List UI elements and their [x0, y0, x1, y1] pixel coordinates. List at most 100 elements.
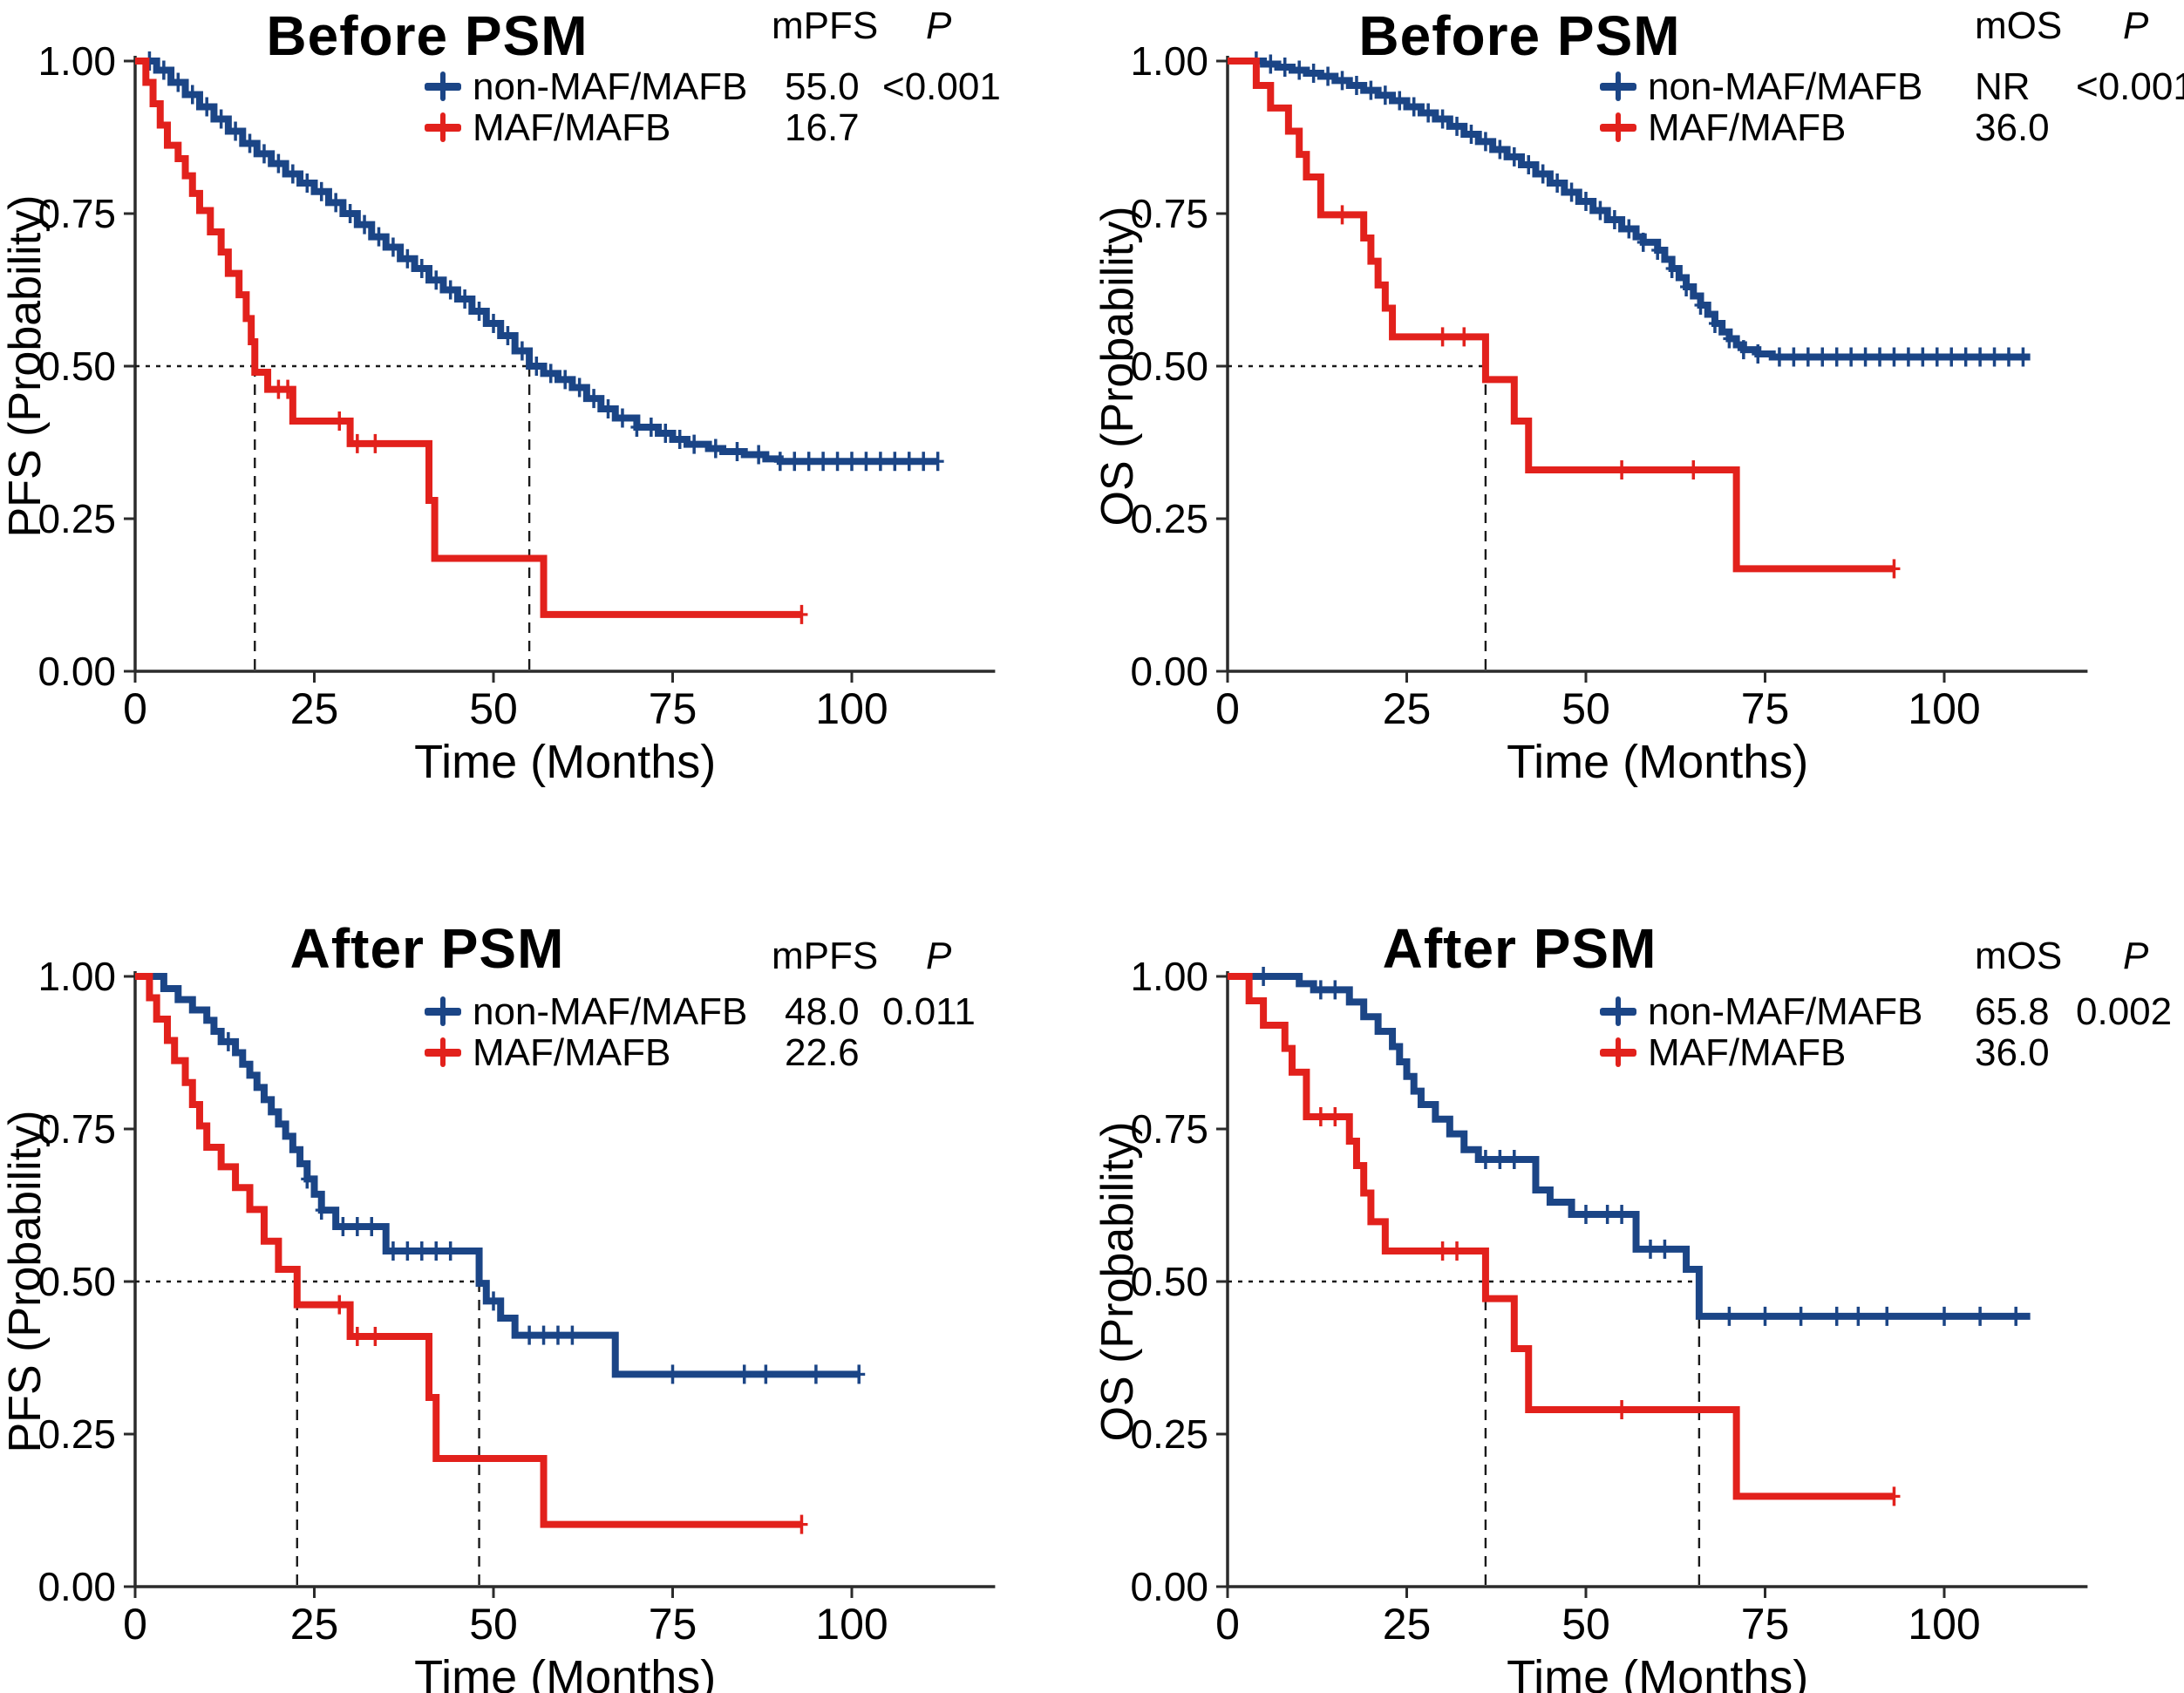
- p-value: 0.011: [882, 990, 976, 1033]
- y-tick-label: 1.00: [37, 954, 116, 999]
- km-curve: [1228, 973, 2031, 1320]
- x-tick-label: 100: [815, 684, 888, 733]
- y-tick-label: 0.25: [1130, 1411, 1208, 1457]
- km-curve: [135, 58, 938, 466]
- p-value: <0.001: [882, 65, 1001, 108]
- median-column-header: mPFS: [772, 935, 879, 977]
- legend-label-maf: MAF/MAFB: [473, 106, 671, 149]
- km-panel-os-before-psm: Before PSM mOS P non-MAF/MAFB NR <0.001 …: [1092, 0, 2184, 846]
- x-axis-title: Time (Months): [414, 1651, 716, 1693]
- x-tick-label: 75: [1741, 1600, 1790, 1649]
- median-value: 36.0: [1975, 1031, 2050, 1074]
- panel-title: Before PSM: [1358, 4, 1681, 67]
- censor-plus-icon: [1599, 995, 1637, 1028]
- legend-label-maf: MAF/MAFB: [473, 1031, 671, 1074]
- x-tick-label: 25: [1383, 684, 1432, 733]
- x-tick-label: 50: [1561, 684, 1610, 733]
- censor-plus-icon: [424, 1036, 462, 1069]
- x-tick-label: 25: [290, 1600, 339, 1649]
- x-tick-label: 0: [123, 684, 147, 733]
- legend-label-maf: MAF/MAFB: [1648, 1031, 1847, 1074]
- pvalue-column-header: P: [2123, 4, 2149, 47]
- x-tick-label: 0: [123, 1600, 147, 1649]
- median-value: 16.7: [785, 106, 860, 149]
- legend-label-non-maf: non-MAF/MAFB: [473, 65, 748, 108]
- x-tick-label: 100: [1908, 684, 1980, 733]
- censor-plus-icon: [1599, 111, 1637, 144]
- y-tick-label: 0.50: [1130, 343, 1208, 389]
- x-tick-label: 50: [469, 1600, 518, 1649]
- km-plot: 1.00 0.75 0.50 0.25 0.000 25 50 75 100 Time (Mont…: [0, 954, 996, 1693]
- km-panel-pfs-after-psm: After PSM mPFS P non-MAF/MAFB 48.0 0.011…: [0, 846, 1092, 1693]
- y-tick-label: 1.00: [37, 38, 116, 84]
- panel-title: After PSM: [1382, 917, 1657, 980]
- x-tick-label: 50: [469, 684, 518, 733]
- x-tick-label: 100: [815, 1600, 888, 1649]
- legend-label-non-maf: non-MAF/MAFB: [1648, 65, 1923, 108]
- panel-title: After PSM: [289, 917, 565, 980]
- x-tick-label: 100: [1908, 1600, 1980, 1649]
- censor-plus-icon: [1599, 70, 1637, 103]
- y-tick-label: 0.25: [37, 1411, 116, 1457]
- median-value: 22.6: [785, 1031, 860, 1074]
- median-value: NR: [1975, 65, 2031, 108]
- y-tick-label: 0.50: [37, 343, 116, 389]
- x-tick-label: 0: [1215, 684, 1240, 733]
- median-column-header: mPFS: [772, 4, 879, 47]
- x-tick-label: 75: [649, 684, 697, 733]
- y-tick-label: 0.75: [1130, 1106, 1208, 1152]
- pvalue-column-header: P: [926, 4, 952, 47]
- km-curve: [1228, 58, 1895, 573]
- km-curve: [135, 58, 802, 618]
- x-tick-label: 75: [649, 1600, 697, 1649]
- y-tick-label: 0.00: [37, 1564, 116, 1609]
- km-curve: [135, 973, 802, 1528]
- censor-plus-icon: [1599, 1036, 1637, 1069]
- km-curve: [1228, 973, 1895, 1500]
- km-plot: 1.00 0.75 0.50 0.25 0.000 25 50 75 100 Time (Mont…: [0, 38, 996, 788]
- y-tick-label: 0.75: [37, 191, 116, 236]
- median-value: 48.0: [785, 990, 860, 1033]
- censor-plus-icon: [424, 111, 462, 144]
- legend-label-non-maf: non-MAF/MAFB: [1648, 990, 1923, 1033]
- x-tick-label: 50: [1561, 1600, 1610, 1649]
- p-value: 0.002: [2076, 990, 2173, 1033]
- median-value: 36.0: [1975, 106, 2050, 149]
- y-tick-label: 0.50: [37, 1259, 116, 1304]
- median-column-header: mOS: [1975, 935, 2063, 977]
- legend-label-maf: MAF/MAFB: [1648, 106, 1847, 149]
- median-value: 65.8: [1975, 990, 2050, 1033]
- y-tick-label: 0.25: [37, 496, 116, 541]
- km-curve: [135, 973, 860, 1378]
- y-tick-label: 0.75: [37, 1106, 116, 1152]
- pvalue-column-header: P: [2123, 935, 2149, 977]
- y-axis-title: OS (Probability): [1092, 1122, 1143, 1442]
- censor-plus-icon: [424, 70, 462, 103]
- x-tick-label: 75: [1741, 684, 1790, 733]
- median-value: 55.0: [785, 65, 860, 108]
- x-tick-label: 0: [1215, 1600, 1240, 1649]
- x-axis-title: Time (Months): [1507, 1651, 1808, 1693]
- p-value: <0.001: [2076, 65, 2184, 108]
- y-tick-label: 0.00: [1130, 1564, 1208, 1609]
- y-tick-label: 0.75: [1130, 191, 1208, 236]
- y-tick-label: 1.00: [1130, 954, 1208, 999]
- km-curve: [1228, 58, 2031, 361]
- y-axis-title: OS (Probability): [1092, 207, 1143, 527]
- y-tick-label: 1.00: [1130, 38, 1208, 84]
- y-tick-label: 0.00: [1130, 649, 1208, 694]
- legend-label-non-maf: non-MAF/MAFB: [473, 990, 748, 1033]
- panel-title: Before PSM: [266, 4, 589, 67]
- pvalue-column-header: P: [926, 935, 952, 977]
- x-axis-title: Time (Months): [414, 736, 716, 788]
- y-axis-title: PFS (Probability): [0, 1111, 51, 1453]
- km-plot: 1.00 0.75 0.50 0.25 0.000 25 50 75 100 Time (Mont…: [1092, 954, 2088, 1693]
- y-tick-label: 0.25: [1130, 496, 1208, 541]
- x-tick-label: 25: [290, 684, 339, 733]
- km-panel-os-after-psm: After PSM mOS P non-MAF/MAFB 65.8 0.002 …: [1092, 846, 2184, 1693]
- x-tick-label: 25: [1383, 1600, 1432, 1649]
- km-panel-pfs-before-psm: Before PSM mPFS P non-MAF/MAFB 55.0 <0.0…: [0, 0, 1092, 846]
- y-tick-label: 0.00: [37, 649, 116, 694]
- y-axis-title: PFS (Probability): [0, 195, 51, 538]
